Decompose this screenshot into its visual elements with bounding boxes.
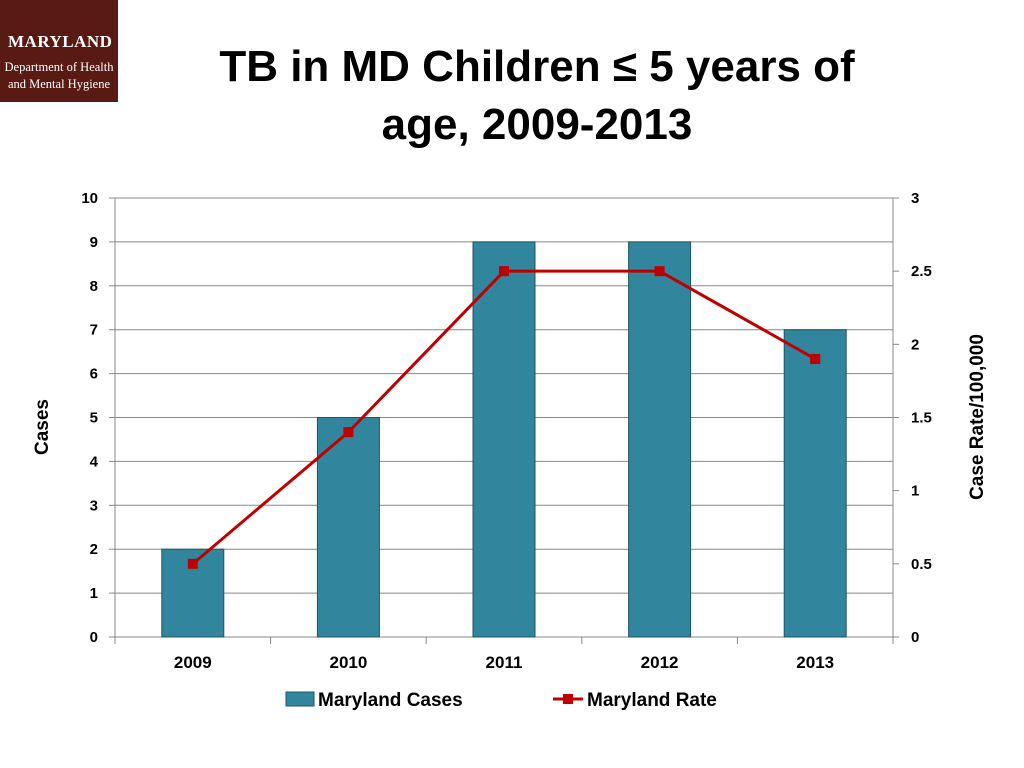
y-tick-label: 3 bbox=[90, 497, 98, 514]
y2-tick-label: 1.5 bbox=[911, 410, 932, 427]
bar-maryland-cases bbox=[783, 329, 847, 638]
marker-maryland-rate bbox=[810, 353, 821, 364]
y2-tick-label: 0.5 bbox=[911, 556, 932, 573]
legend-swatch-maryland-cases bbox=[285, 691, 315, 707]
x-tick-label: 2012 bbox=[641, 653, 679, 672]
y-tick-label: 8 bbox=[90, 278, 98, 295]
legend-marker-maryland-rate bbox=[563, 694, 573, 704]
y-tick-label: 5 bbox=[90, 410, 98, 427]
y2-tick-label: 0 bbox=[911, 629, 919, 646]
chart-title: TB in MD Children ≤ 5 years of age, 2009… bbox=[150, 38, 924, 154]
y-tick-label: 4 bbox=[90, 453, 99, 470]
y2-tick-label: 1 bbox=[911, 483, 919, 500]
logo-line-1: Department of Health bbox=[4, 60, 114, 74]
y-tick-label: 7 bbox=[90, 322, 98, 339]
chart-title-line-2: age, 2009-2013 bbox=[381, 100, 693, 149]
x-tick-label: 2010 bbox=[329, 653, 367, 672]
marker-maryland-rate bbox=[499, 266, 509, 277]
y-tick-label: 9 bbox=[90, 234, 98, 251]
chart-title-line-1: TB in MD Children ≤ 5 years of bbox=[219, 42, 855, 91]
y-tick-label: 1 bbox=[90, 585, 98, 602]
logo-line-2: and Mental Hygiene bbox=[7, 77, 111, 91]
bar-maryland-cases bbox=[472, 241, 536, 638]
y2-tick-label: 2.5 bbox=[911, 263, 932, 280]
bar-maryland-cases bbox=[316, 417, 380, 638]
y-tick-label: 0 bbox=[90, 629, 98, 646]
maryland-dhmh-logo: MARYLAND Department of Health and Mental… bbox=[0, 0, 118, 102]
y2-tick-label: 2 bbox=[911, 336, 919, 353]
y2-tick-label: 3 bbox=[911, 190, 919, 207]
marker-maryland-rate bbox=[343, 427, 354, 438]
y-tick-label: 10 bbox=[81, 190, 98, 207]
y-tick-label: 2 bbox=[90, 541, 98, 558]
x-tick-label: 2009 bbox=[174, 653, 212, 672]
y-tick-label: 6 bbox=[90, 366, 98, 383]
legend-label-maryland-cases: Maryland Cases bbox=[318, 690, 463, 711]
y-axis-title: Cases bbox=[32, 399, 53, 455]
logo-title: MARYLAND bbox=[8, 32, 113, 51]
legend-label-maryland-rate: Maryland Rate bbox=[587, 690, 717, 711]
marker-maryland-rate bbox=[654, 266, 665, 277]
x-tick-label: 2013 bbox=[796, 653, 834, 672]
marker-maryland-rate bbox=[187, 558, 198, 569]
y2-axis-title: Case Rate/100,000 bbox=[967, 334, 988, 500]
x-tick-label: 2011 bbox=[486, 653, 523, 672]
bar-maryland-cases bbox=[628, 241, 692, 638]
